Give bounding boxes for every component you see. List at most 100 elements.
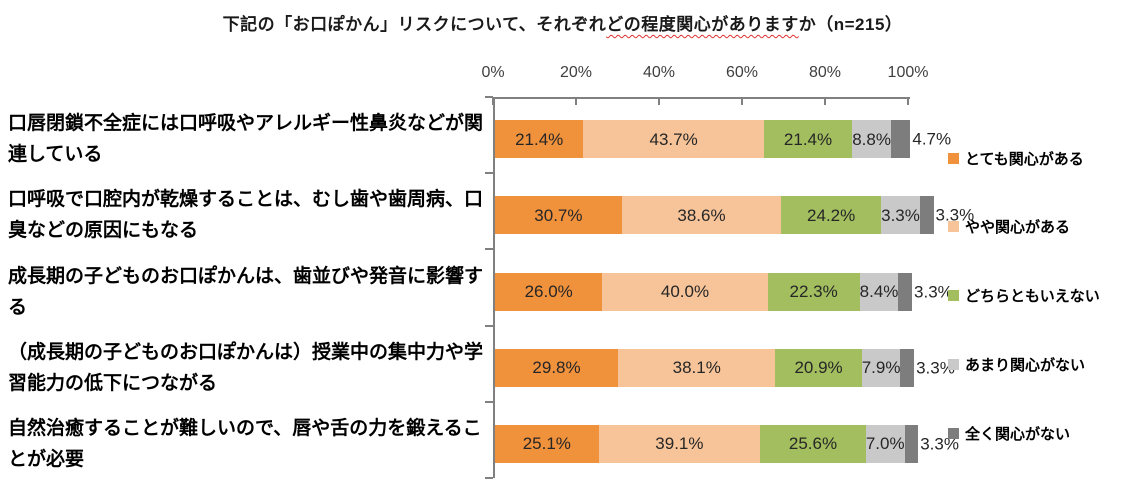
x-tick-label-20: 20% bbox=[559, 64, 593, 81]
chart-title: 下記の「お口ぽかん」リスクについて、それぞれどの程度関心がありますか（n=215… bbox=[0, 10, 1125, 35]
bar-segment: 3.3% bbox=[898, 272, 953, 311]
bar-segment: 29.8% bbox=[495, 348, 619, 387]
bar-value-label: 29.8% bbox=[532, 358, 581, 378]
bar-row: 26.0% 40.0% 22.3% 8.4% 3.3% bbox=[495, 272, 953, 311]
bar-segment: 25.1% bbox=[495, 424, 599, 463]
bar-segment: 38.1% bbox=[618, 348, 776, 387]
y-axis-tick bbox=[485, 172, 493, 175]
bar-segment: 3.3% bbox=[900, 348, 955, 387]
category-label-3: 成長期の子どものお口ぽかんは、歯並びや発音に影響する bbox=[8, 266, 484, 318]
bar-row: 21.4% 43.7% 21.4% 8.8% 4.7% bbox=[495, 120, 951, 159]
bar-value-label: 25.6% bbox=[788, 434, 838, 454]
bar-row: 30.7% 38.6% 24.2% 3.3% 3.3% bbox=[495, 196, 974, 235]
bar-value-label: 22.3% bbox=[789, 282, 838, 301]
bar-segment: 3.3% bbox=[904, 424, 959, 463]
legend-item-neutral: どちらともいえない bbox=[948, 286, 1124, 306]
bar-segment: 30.7% bbox=[495, 196, 622, 235]
bar-segment: 43.7% bbox=[583, 120, 764, 159]
bar-value-label: 38.1% bbox=[672, 358, 721, 378]
legend-swatch-icon bbox=[948, 221, 959, 233]
bar-segment: 39.1% bbox=[598, 424, 761, 463]
legend-item-label: やや関心がある bbox=[965, 219, 1071, 237]
bar-segment: 3.3% bbox=[881, 196, 920, 235]
legend-item-label: あまり関心がない bbox=[965, 356, 1086, 374]
bar-value-label: 24.2% bbox=[807, 205, 856, 225]
chart-title-underlined: どの程度関心があります bbox=[606, 15, 799, 34]
bar-value-label: 3.3% bbox=[920, 434, 959, 454]
x-tick-label-100: 100% bbox=[887, 64, 929, 81]
legend-item-label: とても関心がある bbox=[965, 150, 1084, 168]
y-axis-tick bbox=[485, 400, 493, 403]
bar-segment: 38.6% bbox=[621, 196, 782, 235]
bar-segment: 40.0% bbox=[602, 272, 768, 311]
bar-value-label: 8.8% bbox=[852, 129, 891, 149]
bar-value-label: 30.7% bbox=[534, 205, 583, 225]
bar-segment: 25.6% bbox=[760, 424, 866, 463]
bar-segment: 26.0% bbox=[495, 272, 603, 311]
x-tick-label-0: 0% bbox=[481, 64, 505, 81]
bar-value-label: 3.3% bbox=[914, 282, 953, 301]
plot-area: 0% 20% 40% 60% 80% 100% 21.4% 43.7% 21.4% 8… bbox=[481, 64, 974, 479]
legend-item-not-interested-at-all: 全く関心がない bbox=[948, 423, 1124, 443]
bar-value-label: 7.0% bbox=[865, 434, 905, 454]
x-axis-tick bbox=[575, 97, 577, 105]
bar-segment: 24.2% bbox=[781, 196, 882, 235]
bar-segment: 21.4% bbox=[495, 120, 584, 159]
category-label-1: 口唇閉鎖不全症には口呼吸やアレルギー性鼻炎などが関連している bbox=[8, 113, 484, 165]
bar-value-label: 7.9% bbox=[861, 358, 901, 378]
bar-segment: 22.3% bbox=[767, 272, 860, 311]
bar-value-label: 3.3% bbox=[916, 358, 955, 378]
legend-item-very-interested: とても関心がある bbox=[948, 148, 1124, 168]
legend-swatch-icon bbox=[948, 358, 959, 370]
bar-value-label: 43.7% bbox=[649, 129, 698, 149]
legend-item-somewhat-interested: やや関心がある bbox=[948, 217, 1124, 237]
legend-item-label: 全く関心がない bbox=[965, 425, 1071, 443]
bar-value-label: 3.3% bbox=[935, 205, 975, 225]
legend-item-label: どちらともいえない bbox=[965, 288, 1100, 305]
category-label-5: 自然治癒することが難しいので、唇や舌の力を鍛えることが必要 bbox=[8, 418, 482, 470]
bar-segment: 8.4% bbox=[859, 272, 899, 311]
y-axis-line bbox=[493, 97, 495, 478]
x-tick-label-60: 60% bbox=[725, 64, 759, 81]
x-tick-label-40: 40% bbox=[642, 64, 676, 81]
x-axis-tick bbox=[741, 97, 743, 105]
bar-value-label: 8.4% bbox=[859, 282, 899, 301]
y-axis-tick bbox=[485, 248, 493, 251]
x-tick-label-80: 80% bbox=[808, 64, 842, 81]
legend: とても関心がある やや関心がある どちらともいえない あまり関心がない 全く関心… bbox=[948, 148, 1124, 443]
bar-segment: 7.9% bbox=[861, 348, 901, 387]
y-axis-tick bbox=[485, 96, 493, 98]
bar-value-label: 40.0% bbox=[660, 282, 710, 301]
legend-item-not-very-interested: あまり関心がない bbox=[948, 354, 1124, 374]
bar-segment: 8.8% bbox=[852, 120, 891, 159]
bar-value-label: 21.4% bbox=[515, 129, 564, 149]
bar-value-label: 3.3% bbox=[881, 205, 920, 225]
category-label-2: 口呼吸で口腔内が乾燥することは、むし歯や歯周病、口臭などの原因にもなる bbox=[8, 189, 484, 241]
legend-swatch-icon bbox=[948, 427, 959, 439]
bar-segment: 4.7% bbox=[890, 120, 951, 159]
y-axis-tick bbox=[485, 324, 493, 327]
bar-value-label: 20.9% bbox=[794, 358, 843, 378]
bar-segment: 21.4% bbox=[763, 120, 853, 159]
bar-segment: 7.0% bbox=[865, 424, 905, 463]
bar-segment: 20.9% bbox=[775, 348, 862, 387]
x-axis-tick bbox=[658, 97, 660, 105]
x-axis-tick bbox=[824, 97, 826, 105]
bar-segment: 3.3% bbox=[919, 196, 974, 235]
bar-row: 25.1% 39.1% 25.6% 7.0% 3.3% bbox=[495, 424, 959, 463]
x-axis-tick bbox=[907, 97, 909, 105]
chart-title-suffix: か（n=215） bbox=[798, 15, 903, 34]
bar-value-label: 26.0% bbox=[524, 282, 573, 301]
x-axis-tick bbox=[492, 97, 494, 105]
legend-swatch-icon bbox=[948, 290, 959, 301]
chart-title-prefix: 下記の「お口ぽかん」リスクについて、それぞれ bbox=[222, 15, 607, 34]
y-axis-tick bbox=[485, 477, 493, 479]
bar-value-label: 4.7% bbox=[912, 129, 952, 149]
bar-value-label: 25.1% bbox=[522, 434, 571, 454]
bar-row: 29.8% 38.1% 20.9% 7.9% 3.3% bbox=[495, 348, 955, 387]
category-label-4: （成長期の子どものお口ぽかんは）授業中の集中力や学習能力の低下につながる bbox=[8, 342, 484, 394]
bar-value-label: 21.4% bbox=[783, 129, 833, 149]
x-axis-line bbox=[493, 97, 910, 99]
bar-value-label: 39.1% bbox=[655, 434, 704, 454]
